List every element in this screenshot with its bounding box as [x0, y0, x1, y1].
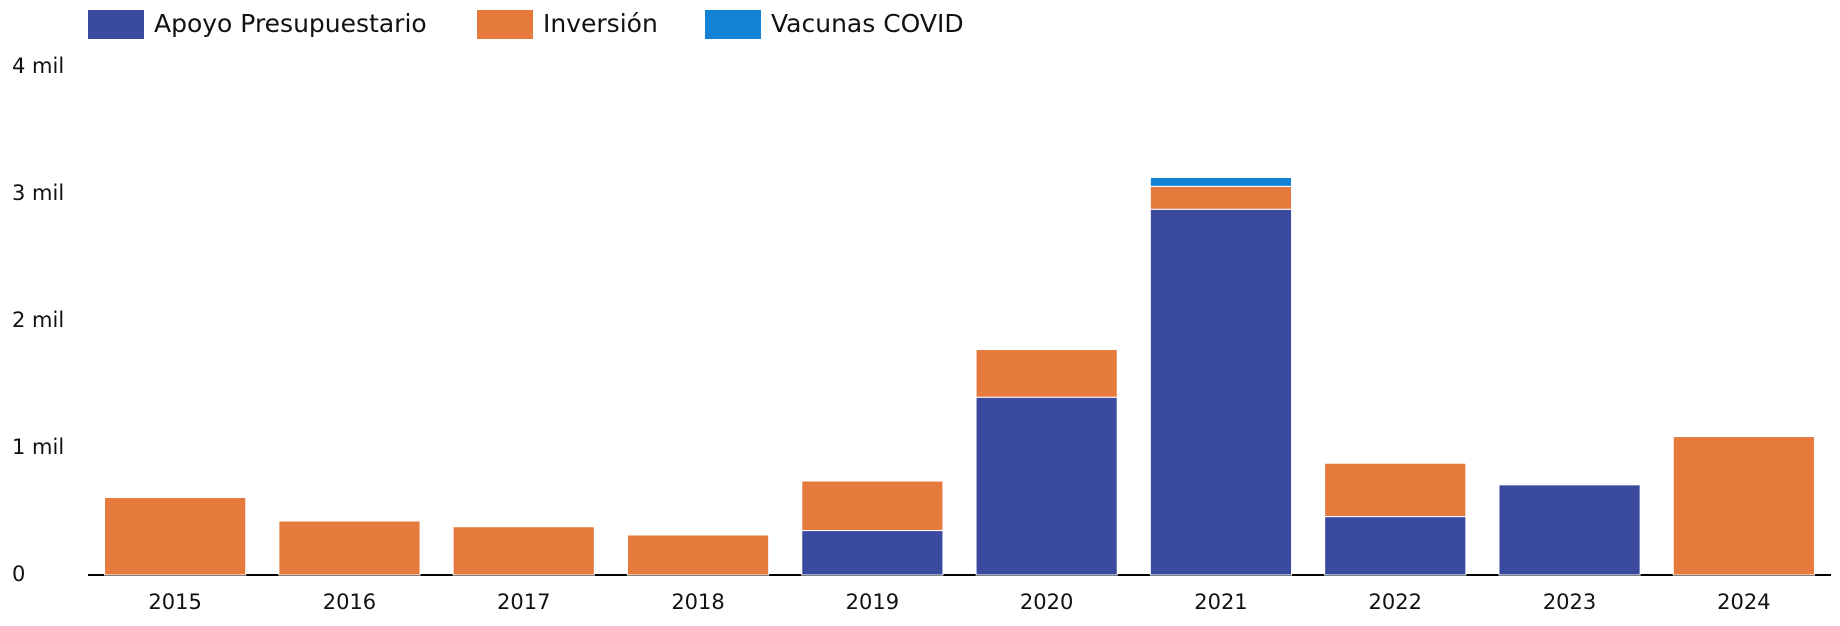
legend-label: Inversión [543, 9, 658, 38]
legend-swatch [705, 10, 761, 39]
bar-segment [1324, 516, 1467, 576]
legend-label: Apoyo Presupuestario [154, 9, 427, 38]
bar-segment [1672, 436, 1815, 576]
bar-segment [1149, 185, 1293, 210]
bar-segment [1149, 208, 1293, 576]
bar-segment [278, 520, 421, 576]
bar-segment [801, 530, 944, 576]
x-tick-label: 2023 [1543, 590, 1596, 614]
legend-swatch [477, 10, 533, 39]
bar-segment [1498, 484, 1641, 576]
y-tick-label: 3 mil [12, 181, 64, 205]
bar-segment [452, 526, 595, 576]
y-tick-label: 1 mil [12, 435, 64, 459]
x-tick-label: 2024 [1717, 590, 1770, 614]
y-tick-label: 4 mil [12, 54, 64, 78]
x-tick-label: 2017 [497, 590, 550, 614]
bar-segment [626, 534, 770, 576]
x-tick-label: 2016 [323, 590, 376, 614]
bar-segment [104, 497, 247, 576]
legend-swatch [88, 10, 144, 39]
x-tick-label: 2019 [846, 590, 899, 614]
x-tick-label: 2020 [1020, 590, 1073, 614]
bar-segment [975, 349, 1118, 398]
bar-segment [975, 396, 1118, 576]
x-tick-label: 2018 [671, 590, 724, 614]
bar-segment [1149, 176, 1293, 187]
x-tick-label: 2021 [1194, 590, 1247, 614]
y-tick-label: 0 [12, 562, 25, 586]
bar-segment [801, 480, 944, 532]
x-tick-label: 2022 [1369, 590, 1422, 614]
y-tick-label: 2 mil [12, 308, 64, 332]
bar-segment [1324, 462, 1467, 518]
x-tick-label: 2015 [148, 590, 201, 614]
legend-label: Vacunas COVID [771, 9, 964, 38]
